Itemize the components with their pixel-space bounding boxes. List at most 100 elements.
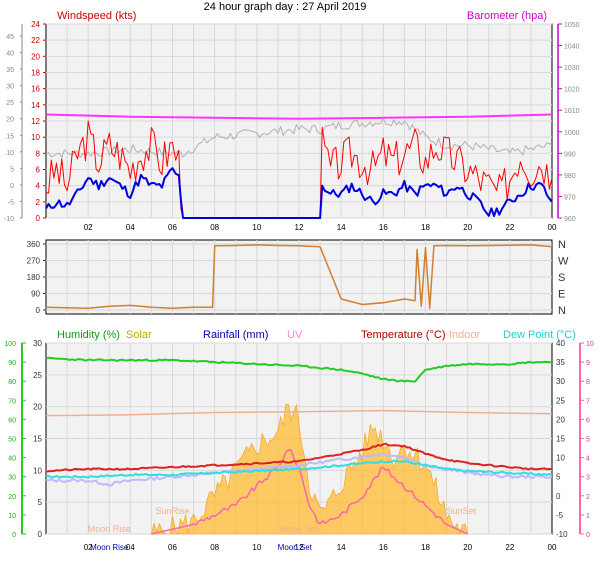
- compass-label: E: [558, 289, 565, 301]
- y-tick-direction: 360: [27, 240, 41, 249]
- y-tick-humidity: 90: [8, 360, 16, 367]
- x-tick: 08: [210, 223, 219, 232]
- y-tick-outer: 20: [6, 117, 14, 124]
- x-tick: 10: [252, 223, 261, 232]
- y-tick-uv: 4: [586, 456, 590, 463]
- y-tick-barometer: 1000: [564, 130, 580, 137]
- y-tick-windspeed: 6: [36, 166, 41, 175]
- y-tick-windspeed: 12: [31, 117, 40, 126]
- page-title: 24 hour graph day : 27 April 2019: [204, 1, 367, 13]
- y-tick-uv: 2: [586, 494, 590, 501]
- y-tick-humidity: 20: [8, 494, 16, 501]
- y-tick-windspeed: 24: [31, 20, 40, 29]
- y-tick-temperature: 10: [556, 454, 565, 463]
- y-tick-inner-left: 10: [33, 466, 42, 475]
- y-tick-humidity: 0: [12, 532, 16, 539]
- legend-label: Indoor: [449, 329, 481, 341]
- y-tick-outer: 30: [6, 84, 14, 91]
- y-tick-inner-left: 0: [38, 530, 43, 539]
- y-tick-humidity: 60: [8, 417, 16, 424]
- x-tick: 14: [337, 543, 346, 552]
- y-tick-outer: -5: [8, 199, 14, 206]
- compass-label: N: [558, 239, 566, 251]
- y-tick-barometer: 1040: [564, 44, 580, 51]
- series-humidity: [45, 356, 553, 383]
- windspeed-label: Windspeed (kts): [57, 10, 136, 22]
- x-tick: 12: [295, 223, 304, 232]
- y-tick-windspeed: 20: [31, 52, 40, 61]
- y-tick-outer: 5: [10, 166, 14, 173]
- y-tick-humidity: 70: [8, 398, 16, 405]
- y-tick-temperature: 20: [556, 415, 565, 424]
- y-tick-direction: 0: [36, 306, 41, 315]
- y-tick-humidity: 40: [8, 456, 16, 463]
- astronomy-label: Moon Set: [280, 524, 319, 534]
- y-tick-barometer: 1050: [564, 22, 580, 29]
- y-tick-uv: 9: [586, 360, 590, 367]
- compass-label: W: [558, 256, 569, 268]
- compass-label: S: [558, 272, 565, 284]
- y-tick-direction: 90: [31, 290, 40, 299]
- series-solar: [151, 403, 469, 536]
- series-temperature: [45, 442, 553, 473]
- astronomy-label: Moon Rise: [88, 524, 131, 534]
- y-tick-windspeed: 0: [36, 214, 41, 223]
- barometer-label: Barometer (hpa): [467, 10, 547, 22]
- y-tick-humidity: 30: [8, 475, 16, 482]
- x-tick: 06: [168, 223, 177, 232]
- y-tick-uv: 3: [586, 475, 590, 482]
- y-tick-outer: 40: [6, 51, 14, 58]
- y-tick-outer: 45: [6, 34, 14, 41]
- y-tick-uv: 10: [586, 341, 594, 348]
- x-tick: 02: [84, 543, 93, 552]
- legend-label: UV: [287, 329, 303, 341]
- y-tick-uv: 5: [586, 437, 590, 444]
- y-tick-barometer: 1020: [564, 87, 580, 94]
- x-tick: 18: [421, 543, 430, 552]
- x-tick: 12: [295, 543, 304, 552]
- series-uv: [151, 449, 469, 535]
- y-tick-direction: 270: [27, 257, 41, 266]
- compass-label: N: [558, 305, 566, 317]
- x-tick: 22: [505, 543, 514, 552]
- y-tick-windspeed: 14: [31, 101, 40, 110]
- moon-rise-marker: Moon Rise: [90, 543, 129, 552]
- y-tick-barometer: 990: [564, 151, 576, 158]
- legend-label: Rainfall (mm): [203, 329, 268, 341]
- series-barometer: [45, 113, 553, 120]
- y-tick-barometer: 960: [564, 216, 576, 223]
- y-tick-inner-left: 30: [33, 339, 42, 348]
- y-tick-inner-left: 20: [33, 403, 42, 412]
- x-tick: 06: [168, 543, 177, 552]
- x-tick: 08: [210, 543, 219, 552]
- y-tick-temperature: 5: [556, 473, 561, 482]
- y-tick-uv: 8: [586, 379, 590, 386]
- y-tick-temperature: -10: [556, 530, 568, 539]
- y-tick-direction: 180: [27, 273, 41, 282]
- x-tick: 14: [337, 223, 346, 232]
- y-tick-barometer: 980: [564, 173, 576, 180]
- y-tick-barometer: 970: [564, 194, 576, 201]
- y-tick-inner-left: 15: [33, 435, 42, 444]
- y-tick-inner-left: 5: [38, 498, 43, 507]
- series-indoor: [45, 409, 553, 417]
- y-tick-temperature: 35: [556, 358, 565, 367]
- y-tick-outer: -10: [4, 216, 14, 223]
- astronomy-label: SunRise: [155, 506, 189, 516]
- y-tick-temperature: 25: [556, 396, 565, 405]
- y-tick-barometer: 1010: [564, 108, 580, 115]
- y-tick-outer: 25: [6, 100, 14, 107]
- x-tick: 04: [126, 543, 135, 552]
- legend-label: Temperature (°C): [361, 329, 445, 341]
- x-tick: 18: [421, 223, 430, 232]
- y-tick-windspeed: 4: [36, 182, 41, 191]
- y-tick-uv: 0: [586, 532, 590, 539]
- x-tick: 10: [252, 543, 261, 552]
- y-tick-windspeed: 16: [31, 85, 40, 94]
- y-tick-outer: 35: [6, 67, 14, 74]
- y-tick-outer: 15: [6, 133, 14, 140]
- y-tick-temperature: 0: [556, 492, 561, 501]
- legend-label: Humidity (%): [57, 329, 120, 341]
- moon-set-marker: Moon Set: [278, 543, 313, 552]
